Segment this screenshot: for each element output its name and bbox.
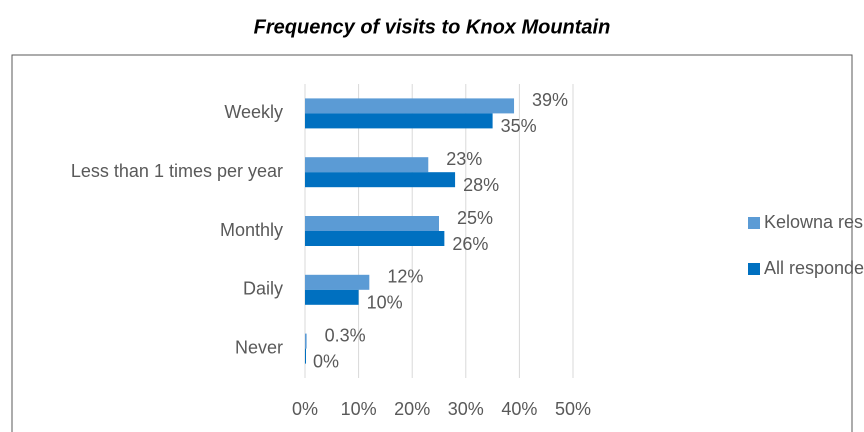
x-tick-label: 50%	[555, 399, 591, 419]
y-tick-label: Less than 1 times per year	[71, 161, 283, 181]
bar	[305, 274, 370, 290]
data-label: 28%	[463, 175, 499, 195]
bar	[305, 231, 445, 246]
x-tick-label: 20%	[394, 399, 430, 419]
data-label: 35%	[501, 116, 537, 136]
bar	[305, 348, 306, 364]
data-label: 10%	[367, 293, 403, 313]
y-tick-label: Never	[235, 337, 283, 357]
legend-swatch	[748, 263, 760, 275]
data-label: 26%	[452, 234, 488, 254]
bar	[305, 172, 456, 188]
bar	[305, 113, 493, 129]
x-tick-label: 10%	[341, 399, 377, 419]
data-label: 0.3%	[325, 325, 366, 345]
x-tick-label: 40%	[501, 399, 537, 419]
bar	[305, 98, 515, 114]
bar	[305, 157, 429, 173]
y-tick-label: Monthly	[220, 220, 283, 240]
bar	[305, 216, 439, 231]
legend-label: All respondents	[764, 258, 864, 278]
legend-label: Kelowna residents	[764, 212, 864, 232]
data-label: 25%	[457, 208, 493, 228]
data-label: 0%	[313, 351, 339, 371]
x-tick-label: 0%	[292, 399, 318, 419]
data-label: 12%	[387, 267, 423, 287]
chart-title: Frequency of visits to Knox Mountain	[254, 16, 611, 38]
x-tick-label: 30%	[448, 399, 484, 419]
y-tick-label: Weekly	[224, 102, 283, 122]
chart-border	[11, 54, 853, 432]
bar	[305, 289, 359, 305]
y-tick-label: Daily	[243, 279, 283, 299]
bar	[305, 333, 307, 349]
data-label: 39%	[532, 90, 568, 110]
data-label: 23%	[446, 149, 482, 169]
legend-swatch	[748, 217, 760, 229]
